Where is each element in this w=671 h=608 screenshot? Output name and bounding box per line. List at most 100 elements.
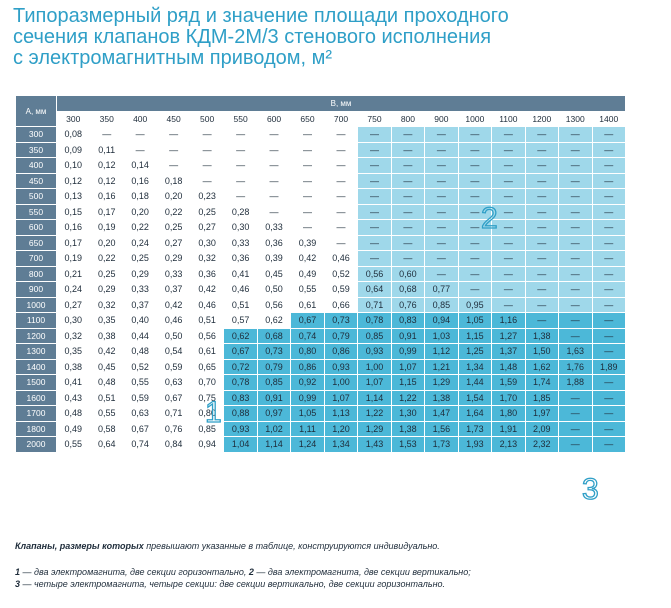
table-cell: 0,17 [89,203,124,220]
table-cell: 0,41 [223,265,258,282]
table-cell: 0,30 [189,234,225,251]
table-cell: 0,19 [89,219,124,236]
table-cell: — [524,250,560,267]
table-cell: 1,88 [558,374,593,391]
table-cell: — [558,219,593,236]
table-cell: 0,86 [290,358,325,375]
table-cell: — [591,250,626,267]
table-cell: — [457,234,493,251]
table-cell: — [591,405,626,422]
table-cell: — [558,234,593,251]
table-cell: — [491,203,526,220]
table-cell: — [457,250,493,267]
table-cell: — [457,126,493,143]
table-cell: — [558,420,593,437]
table-cell: — [290,126,325,143]
table-cell: 1,11 [290,420,325,437]
a-value-header: 1600 [15,389,57,406]
table-row: 900 0,24 0,29 0,33 0,37 0,42 0,46 0,50 0,55 0,59 0… [15,281,626,298]
table-row: 300 0,08— — — — — — — — — — — — — — — — [15,126,626,143]
table-cell: — [390,219,426,236]
table-cell: 1,91 [491,420,526,437]
table-cell: 0,62 [256,312,292,329]
table-cell: — [323,234,359,251]
table-cell: 1,34 [323,436,359,453]
b-value-header: 550 [223,110,258,127]
table-cell: — [591,219,626,236]
table-cell: 0,77 [424,281,459,298]
table-cell: 0,09 [55,141,91,158]
table-cell: — [457,219,493,236]
b-value-header: 800 [390,110,426,127]
table-cell: — [491,126,526,143]
table-cell: 0,61 [290,296,325,313]
table-cell: 0,67 [290,312,325,329]
b-values-row: 300 350 400 450 500 550 600 650 700 750 800 900 1000… [16,110,626,127]
table-cell: 2,32 [524,436,560,453]
table-cell: 1,12 [424,343,459,360]
table-cell: — [591,327,626,344]
a-value-header: 450 [15,172,57,189]
table-cell: — [524,172,560,189]
table-cell: 1,25 [457,343,493,360]
table-cell: 1,76 [558,358,593,375]
table-cell: — [424,126,459,143]
table-cell: 0,24 [55,281,91,298]
table-cell: 0,76 [156,420,191,437]
table-cell: 0,72 [223,358,258,375]
corner-header: А, мм [15,95,57,127]
table-cell: — [558,281,593,298]
table-cell: 0,95 [457,296,493,313]
table-cell: 1,73 [424,436,459,453]
table-cell: — [256,203,292,220]
table-cell: — [591,157,626,174]
table-cell: 0,10 [55,157,91,174]
table-cell: 1,22 [390,389,426,406]
table-cell: — [189,157,225,174]
table-cell: — [558,126,593,143]
table-cell: 1,37 [491,343,526,360]
table-cell: — [524,296,560,313]
table-row: 1100 0,30 0,35 0,40 0,46 0,51 0,57 0,62 0,67 0,73… [15,312,626,329]
table-cell: — [558,327,593,344]
table-cell: 1,04 [223,436,258,453]
a-value-header: 550 [15,203,57,220]
table-cell: 0,79 [323,327,359,344]
a-value-header: 1800 [15,420,57,437]
table-cell: 0,51 [189,312,225,329]
table-cell: 0,71 [156,405,191,422]
table-cell: 0,48 [122,343,158,360]
table-cell: 0,35 [55,343,91,360]
table-row: 1700 0,48 0,55 0,63 0,71 0,80 0,88 0,97 1,05 1,13… [15,405,626,422]
table-cell: 0,52 [323,265,359,282]
table-cell: 0,67 [122,420,158,437]
table-cell: 1,97 [524,405,560,422]
table-cell: — [457,157,493,174]
b-value-header: 1100 [491,110,526,127]
table-cell: 0,78 [223,374,258,391]
table-cell: — [357,234,392,251]
table-cell: 1,85 [524,389,560,406]
table-cell: — [591,172,626,189]
b-value-header: 600 [256,110,292,127]
b-value-header: 1400 [591,110,626,127]
table-cell: 0,68 [256,327,292,344]
table-cell: — [89,126,124,143]
table-cell: — [390,172,426,189]
b-value-header: 750 [357,110,392,127]
table-cell: — [491,265,526,282]
table-cell: 0,84 [156,436,191,453]
table-cell: — [256,157,292,174]
table-cell: 0,22 [156,203,191,220]
table-cell: 0,50 [256,281,292,298]
table-cell: 0,33 [122,281,158,298]
table-cell: 0,55 [55,436,91,453]
table-cell: 0,83 [390,312,426,329]
table-cell: 0,19 [55,250,91,267]
table-cell: 0,36 [256,234,292,251]
table-cell: 0,50 [156,327,191,344]
a-value-header: 900 [15,281,57,298]
table-cell: 0,42 [156,296,191,313]
table-cell: — [290,188,325,205]
a-value-header: 700 [15,250,57,267]
